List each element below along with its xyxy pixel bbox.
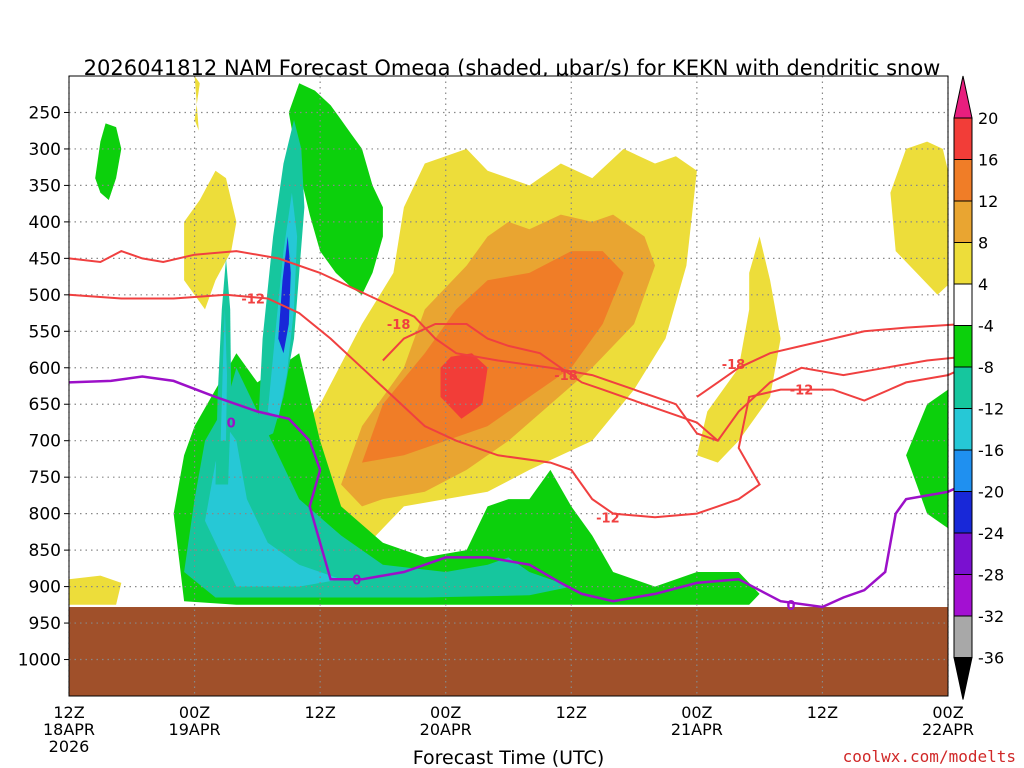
x-tick-label-0-0: 12Z — [53, 703, 84, 722]
dgz-contour--18-3 — [696, 323, 964, 398]
shaded-region-upward-orange-strong — [362, 251, 624, 463]
x-tick-label-60-0: 00Z — [681, 703, 712, 722]
y-tick-label-700: 700 — [29, 432, 61, 452]
x-tick-label-72-0: 12Z — [807, 703, 838, 722]
colorbar-band--20 — [953, 449, 973, 492]
colorbar-band-4 — [953, 242, 973, 285]
contour-label-1: -18 — [387, 318, 411, 333]
terrain-layer — [69, 607, 948, 696]
dgz-contour--18-2 — [382, 323, 719, 442]
contour-label-6: 0 — [227, 416, 236, 431]
colorbar-label-9: -20 — [978, 483, 1004, 502]
shaded-region-downward-column-west — [215, 258, 232, 485]
contour-label-7: 0 — [352, 573, 361, 588]
shaded-region-downward-column-cyan — [267, 192, 298, 419]
y-tick-label-450: 450 — [29, 249, 61, 269]
y-tick-label-350: 350 — [29, 176, 61, 196]
y-tick-label-800: 800 — [29, 505, 61, 525]
x-tick-label-0-2: 2026 — [49, 737, 90, 756]
contour-labels: -12 -18 -18 -12 -18 -12 0 0 0 — [227, 292, 814, 613]
x-tick-label-48-0: 12Z — [556, 703, 587, 722]
y-tick-label-650: 650 — [29, 395, 61, 415]
colorbar-label-13: -36 — [978, 649, 1004, 668]
shaded-region-upward-yellow-southwest — [69, 575, 122, 605]
shaded-region-downward-teal-low — [184, 367, 572, 598]
chart-title: 2026041812 NAM Forecast Omega (shaded, μ… — [0, 8, 1024, 176]
chart-title-line-2: growth region (contoured, red, ºC) and f… — [110, 128, 914, 152]
shaded-region-downward-column-west-core — [220, 309, 227, 441]
shaded-region-downward-cyan-core — [205, 426, 342, 587]
x-tick-label-36-0: 00Z — [430, 703, 461, 722]
colorbar-band-8 — [953, 200, 973, 243]
y-tick-label-750: 750 — [29, 468, 61, 488]
colorbar-band--16 — [953, 408, 973, 451]
contour-label-3: -12 — [596, 511, 620, 526]
shaded-region-upward-orange-main — [341, 214, 655, 507]
y-tick-label-1000: 1000 — [18, 651, 61, 671]
colorbar-label-6: -8 — [978, 358, 994, 377]
shaded-region-downward-green-east — [906, 389, 948, 529]
colorbar-band--32 — [953, 574, 973, 617]
shaded-region-downward-column-core — [278, 236, 291, 354]
contour-label-5: -12 — [790, 384, 814, 399]
colorbar-band--12 — [953, 366, 973, 409]
x-axis-label: Forecast Time (UTC) — [413, 747, 604, 768]
y-tick-label-600: 600 — [29, 359, 61, 379]
freezing-contour-0 — [68, 375, 965, 609]
colorbar-label-7: -12 — [978, 400, 1004, 419]
x-tick-label-12-0: 00Z — [179, 703, 210, 722]
shaded-region-upward-yellow-main — [236, 148, 697, 594]
shaded-region-upward-yellow-upper-b — [184, 170, 237, 310]
colorbar-label-3: 8 — [978, 234, 988, 253]
colorbar-band--28 — [953, 532, 973, 575]
colorbar-label-11: -28 — [978, 566, 1004, 585]
colorbar-label-4: 4 — [978, 275, 988, 294]
y-tick-label-900: 900 — [29, 578, 61, 598]
colorbar-label-5: -4 — [978, 317, 994, 336]
colorbar-label-12: -32 — [978, 607, 1004, 626]
chart-title-line-1: 2026041812 NAM Forecast Omega (shaded, μ… — [83, 56, 941, 80]
contour-lines — [68, 250, 965, 609]
shaded-region-upward-yellow-mid-east — [696, 236, 781, 463]
contour-label-2: -18 — [554, 369, 578, 384]
x-tick-label-36-1: 20APR — [420, 720, 472, 739]
colorbar-band--24 — [953, 491, 973, 534]
credit-text: coolwx.com/modelts — [842, 747, 1016, 766]
colorbar-label-2: 12 — [978, 192, 998, 211]
colorbar-band--8 — [953, 325, 973, 368]
x-tick-label-60-1: 21APR — [671, 720, 723, 739]
y-tick-label-550: 550 — [29, 322, 61, 342]
x-tick-label-0-1: 18APR — [43, 720, 95, 739]
shaded-region-downward-green-low — [173, 353, 760, 605]
y-tick-label-850: 850 — [29, 541, 61, 561]
colorbar-label-10: -24 — [978, 524, 1004, 543]
axes: 2503003504004505005506006507007508008509… — [18, 75, 974, 768]
dgz-contour--12-1 — [68, 293, 965, 519]
contour-label-0: -12 — [241, 292, 265, 307]
y-tick-label-950: 950 — [29, 614, 61, 634]
shaded-region-upward-red-core — [440, 353, 488, 419]
dgz-contour--12-0 — [68, 250, 964, 442]
x-tick-label-84-0: 00Z — [932, 703, 963, 722]
contour-label-8: 0 — [787, 599, 796, 614]
x-tick-label-24-0: 12Z — [304, 703, 335, 722]
terrain-fill — [69, 607, 948, 696]
contour-label-4: -18 — [722, 358, 746, 373]
x-tick-label-12-1: 19APR — [169, 720, 221, 739]
colorbar-band--36 — [953, 615, 973, 658]
x-tick-label-84-1: 22APR — [922, 720, 974, 739]
y-tick-label-500: 500 — [29, 286, 61, 306]
colorbar-bottom-arrow — [953, 657, 973, 700]
colorbar-label-8: -16 — [978, 441, 1004, 460]
y-tick-label-400: 400 — [29, 213, 61, 233]
colorbar-band--4 — [953, 283, 973, 326]
